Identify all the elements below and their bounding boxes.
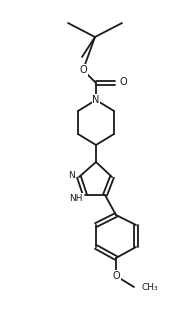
Text: O: O — [120, 77, 128, 87]
Text: N: N — [92, 95, 100, 105]
Text: CH₃: CH₃ — [142, 282, 159, 291]
Text: NH: NH — [69, 194, 83, 202]
Text: O: O — [79, 65, 87, 75]
Text: N: N — [68, 171, 75, 180]
Text: O: O — [112, 271, 120, 281]
